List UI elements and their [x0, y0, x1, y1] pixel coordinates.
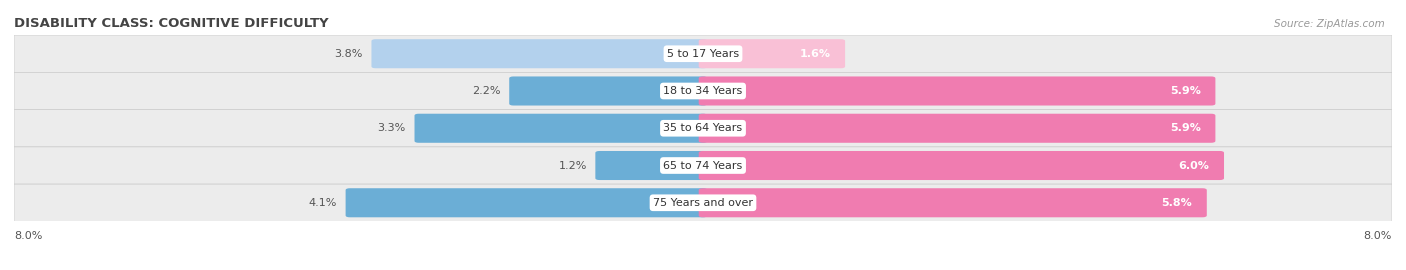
- Text: DISABILITY CLASS: COGNITIVE DIFFICULTY: DISABILITY CLASS: COGNITIVE DIFFICULTY: [14, 17, 329, 30]
- Text: 4.1%: 4.1%: [309, 198, 337, 208]
- Text: 1.6%: 1.6%: [800, 49, 831, 59]
- FancyBboxPatch shape: [371, 39, 707, 68]
- Text: 3.8%: 3.8%: [335, 49, 363, 59]
- Text: 8.0%: 8.0%: [1364, 231, 1392, 241]
- FancyBboxPatch shape: [415, 114, 707, 143]
- FancyBboxPatch shape: [699, 76, 1215, 106]
- Text: 65 to 74 Years: 65 to 74 Years: [664, 160, 742, 171]
- FancyBboxPatch shape: [14, 35, 1392, 72]
- FancyBboxPatch shape: [595, 151, 707, 180]
- FancyBboxPatch shape: [14, 110, 1392, 147]
- FancyBboxPatch shape: [699, 188, 1206, 217]
- Text: 75 Years and over: 75 Years and over: [652, 198, 754, 208]
- FancyBboxPatch shape: [346, 188, 707, 217]
- Text: 6.0%: 6.0%: [1178, 160, 1209, 171]
- Text: 1.2%: 1.2%: [558, 160, 586, 171]
- Text: 18 to 34 Years: 18 to 34 Years: [664, 86, 742, 96]
- Text: 5 to 17 Years: 5 to 17 Years: [666, 49, 740, 59]
- Text: 3.3%: 3.3%: [378, 123, 406, 133]
- FancyBboxPatch shape: [509, 76, 707, 106]
- FancyBboxPatch shape: [699, 114, 1215, 143]
- FancyBboxPatch shape: [14, 147, 1392, 184]
- FancyBboxPatch shape: [699, 151, 1225, 180]
- Text: 5.9%: 5.9%: [1170, 123, 1201, 133]
- Text: Source: ZipAtlas.com: Source: ZipAtlas.com: [1274, 19, 1385, 29]
- FancyBboxPatch shape: [14, 72, 1392, 110]
- Text: 35 to 64 Years: 35 to 64 Years: [664, 123, 742, 133]
- FancyBboxPatch shape: [699, 39, 845, 68]
- Text: 5.8%: 5.8%: [1161, 198, 1192, 208]
- Text: 2.2%: 2.2%: [472, 86, 501, 96]
- Text: 8.0%: 8.0%: [14, 231, 42, 241]
- FancyBboxPatch shape: [14, 184, 1392, 221]
- Text: 5.9%: 5.9%: [1170, 86, 1201, 96]
